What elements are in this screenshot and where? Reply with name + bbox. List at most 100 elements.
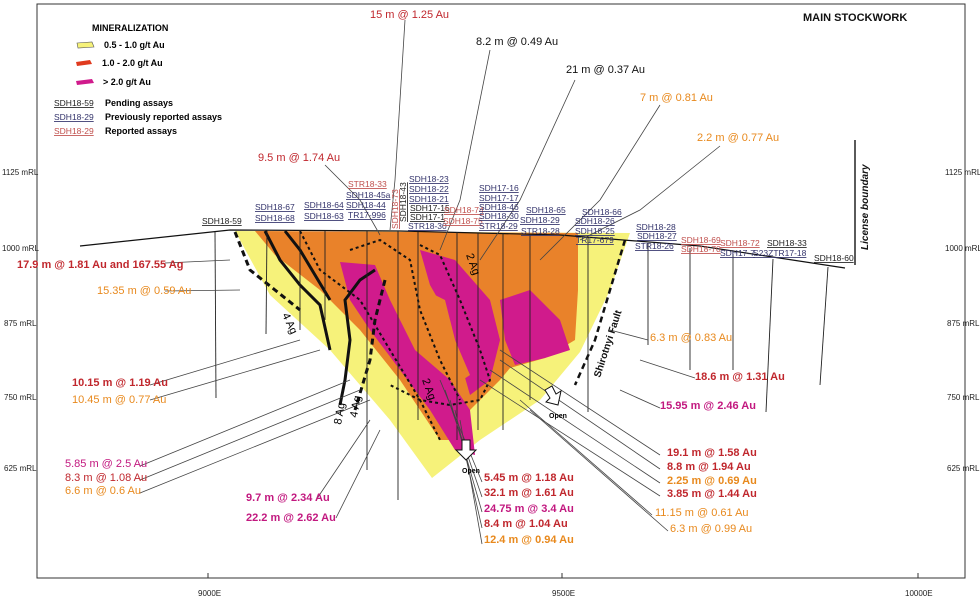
- hole-label: SDH18-64: [304, 200, 344, 210]
- hole-label: SDH18-63: [304, 211, 344, 221]
- intercept-label: 22.2 m @ 2.62 Au: [246, 512, 336, 524]
- intercept-label: 8.8 m @ 1.94 Au: [667, 461, 751, 473]
- intercept-label: 8.4 m @ 1.04 Au: [484, 518, 568, 530]
- hole-label: STR18-30: [408, 221, 447, 231]
- zone-mid-grade-inner: [425, 290, 470, 385]
- hole-label: SDH18-29: [520, 215, 560, 225]
- hole-label: SDH17-16: [479, 183, 519, 193]
- elev-875-r: 875 mRL: [947, 319, 980, 328]
- hole-label: SDH18-43: [398, 182, 408, 222]
- legend-swatch-high: [76, 79, 94, 85]
- drillholes: [214, 140, 856, 500]
- intercept-label: 21 m @ 0.37 Au: [566, 64, 645, 76]
- hole-label: SDH18-67: [255, 202, 295, 212]
- intercepts-right: 6.3 m @ 0.83 Au 18.6 m @ 1.31 Au 15.95 m…: [650, 332, 785, 535]
- intercept-label: 5.85 m @ 2.5 Au: [65, 458, 147, 470]
- hole-label: SDH18-21: [409, 194, 449, 204]
- intercept-label: 8.2 m @ 0.49 Au: [476, 36, 558, 48]
- hole-label: SDH18-70: [681, 244, 721, 254]
- legend-grade-high: > 2.0 g/t Au: [103, 77, 151, 87]
- legend-grade-low: 0.5 - 1.0 g/t Au: [104, 40, 165, 50]
- intercepts-top: 15 m @ 1.25 Au 8.2 m @ 0.49 Au 21 m @ 0.…: [258, 9, 779, 164]
- intercept-label: 7 m @ 0.81 Au: [640, 92, 713, 104]
- elev-750-r: 750 mRL: [947, 393, 980, 402]
- intercept-label: 15.35 m @ 0.59 Au: [97, 285, 191, 297]
- elev-1125: 1125 mRL: [2, 168, 39, 177]
- intercept-label: 2.2 m @ 0.77 Au: [697, 132, 779, 144]
- license-boundary-label: License boundary: [860, 164, 871, 250]
- elev-1000-r: 1000 mRL: [945, 244, 980, 253]
- hole-label: SDH18-60: [814, 253, 854, 263]
- open-arrow-icon: [544, 385, 562, 406]
- legend-heading: MINERALIZATION: [92, 23, 168, 33]
- intercept-label: 5.45 m @ 1.18 Au: [484, 472, 574, 484]
- legend-swatch-low: [76, 41, 95, 49]
- elev-875: 875 mRL: [4, 319, 37, 328]
- legend-hole-previous: SDH18-29: [54, 112, 94, 122]
- intercept-label: 6.6 m @ 0.6 Au: [65, 485, 141, 497]
- ag-veins: [233, 230, 627, 441]
- elev-1125-r: 1125 mRL: [945, 168, 980, 177]
- elev-625-r: 625 mRL: [947, 464, 980, 473]
- hole-label: SDH18-22: [409, 184, 449, 194]
- elev-1000: 1000 mRL: [2, 244, 39, 253]
- ag-label: 8 Ag: [332, 402, 348, 426]
- hole-label: SDH17-1: [410, 212, 445, 222]
- drillhole-labels: SDH18-59 SDH18-67 SDH18-68 SDH18-64 SDH1…: [202, 174, 854, 263]
- intercept-label: 12.4 m @ 0.94 Au: [484, 534, 574, 546]
- zone-mid-grade: [255, 231, 578, 440]
- intercepts-center: 5.45 m @ 1.18 Au 32.1 m @ 1.61 Au 24.75 …: [484, 472, 574, 546]
- hole-label: TR17-996: [348, 210, 386, 220]
- intercept-label: 17.9 m @ 1.81 Au and 167.55 Ag: [17, 259, 183, 271]
- intercept-label: 10.15 m @ 1.19 Au: [72, 377, 168, 389]
- hole-label: S23ZTR17-18: [753, 248, 807, 258]
- hole-label: SDH18-75: [443, 216, 483, 226]
- open-arrow-icon: [454, 439, 478, 461]
- intercepts-left: 17.9 m @ 1.81 Au and 167.55 Ag 15.35 m @…: [17, 259, 336, 524]
- intercept-label: 15 m @ 1.25 Au: [370, 9, 449, 21]
- zone-high-grade-3: [500, 290, 570, 365]
- hole-label: SDH18-27: [637, 231, 677, 241]
- legend-pending: Pending assays: [105, 98, 173, 108]
- intercept-label: 15.95 m @ 2.46 Au: [660, 400, 756, 412]
- mineralization-zones: [235, 231, 630, 478]
- hole-label: STR18-28: [521, 226, 560, 236]
- hole-label: SDH18-28: [636, 222, 676, 232]
- hole-label: TR17-679: [576, 235, 614, 245]
- hole-label: SDH18-59: [202, 216, 242, 226]
- legend: MINERALIZATION 0.5 - 1.0 g/t Au 1.0 - 2.…: [54, 23, 222, 136]
- elev-625: 625 mRL: [4, 464, 37, 473]
- section-title: MAIN STOCKWORK: [803, 12, 907, 24]
- hole-label: SDH18-46: [479, 202, 519, 212]
- hole-label: STR18-33: [348, 179, 387, 189]
- easting-axis: 9000E 9500E 10000E: [198, 573, 933, 598]
- hole-label: SDH18-23: [409, 174, 449, 184]
- legend-grade-mid: 1.0 - 2.0 g/t Au: [102, 58, 163, 68]
- intercept-label: 19.1 m @ 1.58 Au: [667, 447, 757, 459]
- intercept-label: 24.75 m @ 3.4 Au: [484, 503, 574, 515]
- intercept-label: 3.85 m @ 1.44 Au: [667, 488, 757, 500]
- hole-label: SDH18-33: [767, 238, 807, 248]
- hole-label: SDH18-73: [390, 189, 400, 229]
- hole-label: SDH18-26: [575, 216, 615, 226]
- intercept-label: 2.25 m @ 0.69 Au: [667, 475, 757, 487]
- intercept-label: 6.3 m @ 0.99 Au: [670, 523, 752, 535]
- hole-label: SDH18-30: [479, 211, 519, 221]
- legend-hole-pending: SDH18-59: [54, 98, 94, 108]
- legend-reported: Reported assays: [105, 126, 177, 136]
- intercept-label: 32.1 m @ 1.61 Au: [484, 487, 574, 499]
- open-label: Open: [462, 468, 480, 475]
- intercept-label: 10.45 m @ 0.77 Au: [72, 394, 166, 406]
- elev-750: 750 mRL: [4, 393, 37, 402]
- easting-9000: 9000E: [198, 589, 221, 598]
- legend-previous: Previously reported assays: [105, 112, 222, 122]
- intercept-label: 9.5 m @ 1.74 Au: [258, 152, 340, 164]
- open-label: Open: [549, 413, 567, 420]
- easting-9500: 9500E: [552, 589, 575, 598]
- ag-label: 4 Ag: [348, 395, 364, 419]
- hole-label: SDH18-72: [720, 238, 760, 248]
- hole-label: SDH18-25: [575, 226, 615, 236]
- intercept-label: 9.7 m @ 2.34 Au: [246, 492, 330, 504]
- elevation-axis-right: 1125 mRL 1000 mRL 875 mRL 750 mRL 625 mR…: [945, 168, 980, 473]
- hole-label: SDH17-7: [720, 248, 755, 258]
